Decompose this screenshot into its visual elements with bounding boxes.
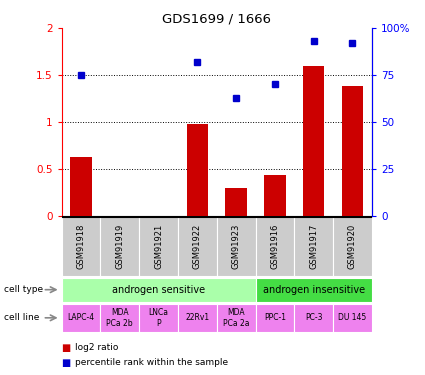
Bar: [294, 304, 333, 332]
Bar: [226, 188, 247, 216]
Text: androgen sensitive: androgen sensitive: [112, 285, 205, 295]
Text: ■: ■: [62, 358, 71, 368]
Bar: [178, 304, 217, 332]
Bar: [71, 157, 92, 216]
Bar: [217, 304, 255, 332]
Text: GSM91918: GSM91918: [76, 224, 85, 269]
Text: LNCa
P: LNCa P: [149, 308, 169, 327]
Bar: [342, 86, 363, 216]
Text: MDA
PCa 2b: MDA PCa 2b: [107, 308, 133, 327]
Bar: [333, 304, 372, 332]
Text: GSM91916: GSM91916: [270, 224, 279, 269]
Bar: [62, 304, 100, 332]
Bar: [100, 304, 139, 332]
Text: 22Rv1: 22Rv1: [185, 314, 210, 322]
Bar: [255, 278, 372, 302]
Bar: [255, 304, 294, 332]
Text: PC-3: PC-3: [305, 314, 323, 322]
Bar: [178, 217, 217, 276]
Bar: [187, 124, 208, 216]
Bar: [139, 217, 178, 276]
Bar: [303, 66, 324, 216]
Bar: [62, 278, 255, 302]
Text: ■: ■: [62, 343, 71, 353]
Text: androgen insensitive: androgen insensitive: [263, 285, 365, 295]
Text: percentile rank within the sample: percentile rank within the sample: [75, 358, 228, 367]
Bar: [217, 217, 255, 276]
Text: GSM91919: GSM91919: [115, 224, 124, 269]
Text: cell type: cell type: [4, 285, 43, 294]
Bar: [333, 217, 372, 276]
Text: MDA
PCa 2a: MDA PCa 2a: [223, 308, 249, 327]
Text: GSM91923: GSM91923: [232, 224, 241, 269]
Text: GSM91917: GSM91917: [309, 224, 318, 269]
Text: LAPC-4: LAPC-4: [68, 314, 95, 322]
Title: GDS1699 / 1666: GDS1699 / 1666: [162, 13, 271, 26]
Text: cell line: cell line: [4, 314, 40, 322]
Bar: [139, 304, 178, 332]
Text: GSM91920: GSM91920: [348, 224, 357, 269]
Text: DU 145: DU 145: [338, 314, 367, 322]
Text: GSM91921: GSM91921: [154, 224, 163, 269]
Text: log2 ratio: log2 ratio: [75, 344, 119, 352]
Bar: [264, 176, 286, 216]
Text: GSM91922: GSM91922: [193, 224, 202, 269]
Text: PPC-1: PPC-1: [264, 314, 286, 322]
Bar: [62, 217, 100, 276]
Bar: [255, 217, 294, 276]
Bar: [294, 217, 333, 276]
Bar: [100, 217, 139, 276]
